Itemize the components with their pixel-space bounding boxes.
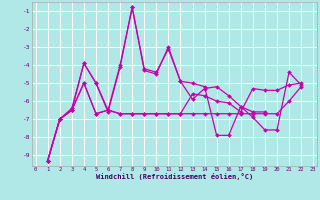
X-axis label: Windchill (Refroidissement éolien,°C): Windchill (Refroidissement éolien,°C) [96,173,253,180]
